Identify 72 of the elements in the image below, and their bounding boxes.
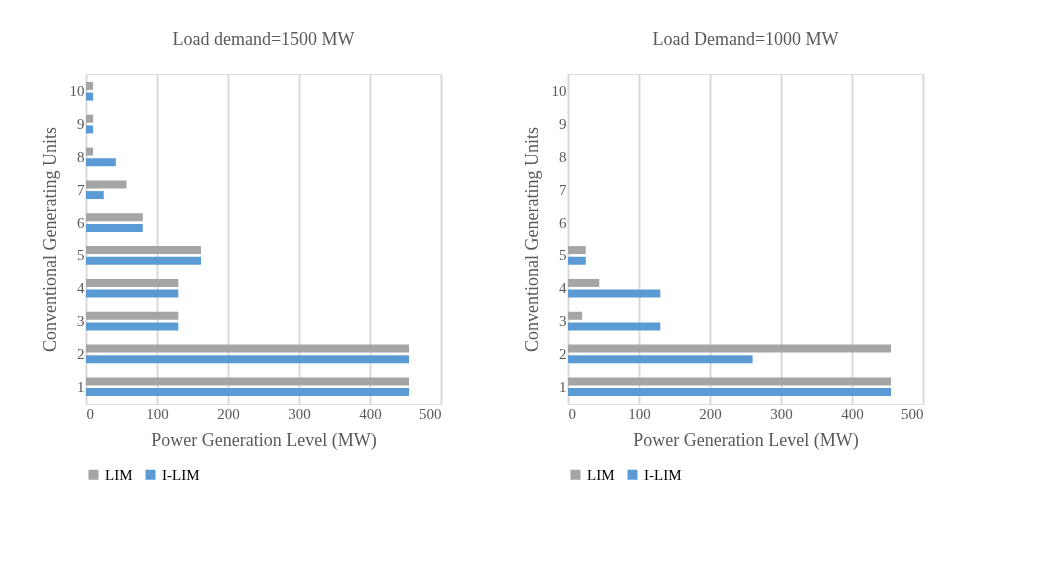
y-tick-label: 8 (559, 148, 567, 165)
y-tick-label: 4 (77, 280, 85, 297)
x-tick-label: 500 (901, 405, 924, 422)
x-tick-label: 300 (770, 405, 793, 422)
bar (568, 377, 892, 386)
bar (86, 289, 179, 298)
x-tick-label: 0 (568, 405, 576, 422)
y-tick-label: 2 (77, 345, 85, 362)
bar (86, 92, 94, 101)
bar (86, 147, 94, 156)
bar (86, 114, 94, 123)
y-tick-label: 5 (559, 247, 567, 264)
y-tick-label: 7 (559, 181, 567, 198)
bar (86, 278, 179, 287)
bar (86, 81, 94, 90)
bar (86, 256, 202, 265)
legend-label: I-LIM (162, 466, 200, 483)
x-axis-title: Power Generation Level (MW) (633, 429, 859, 451)
x-tick-label: 200 (699, 405, 722, 422)
y-tick-label: 1 (559, 378, 567, 395)
bar (568, 256, 586, 265)
bar (86, 191, 104, 200)
x-tick-label: 100 (628, 405, 651, 422)
legend-label: LIM (587, 466, 615, 483)
y-tick-label: 8 (77, 148, 85, 165)
bar (86, 388, 410, 397)
y-tick-label: 7 (77, 181, 85, 198)
bar (86, 322, 179, 331)
bar (568, 344, 892, 353)
legend-label: LIM (105, 466, 133, 483)
bar (86, 223, 143, 232)
y-tick-label: 2 (559, 345, 567, 362)
x-tick-label: 200 (217, 405, 240, 422)
bar (86, 344, 410, 353)
x-tick-label: 400 (359, 405, 382, 422)
bar (568, 289, 661, 298)
y-tick-label: 10 (69, 83, 85, 100)
bar (86, 355, 410, 364)
bar (86, 180, 127, 189)
bar (568, 388, 892, 397)
bar (568, 322, 661, 331)
y-tick-label: 9 (559, 116, 567, 133)
chart-title: Load demand=1500 MW (172, 29, 355, 49)
bar (86, 213, 143, 222)
chart-title: Load Demand=1000 MW (652, 29, 839, 49)
x-tick-label: 300 (288, 405, 311, 422)
bar (86, 246, 202, 255)
bar (86, 377, 410, 386)
bar (568, 246, 586, 255)
y-tick-label: 6 (77, 214, 85, 231)
y-axis-title: Conventional Generating Units (39, 127, 60, 352)
legend-label: I-LIM (644, 466, 682, 483)
bar (568, 278, 600, 287)
x-tick-label: 100 (146, 405, 169, 422)
bar (86, 125, 94, 134)
bar (86, 311, 179, 320)
x-tick-label: 0 (86, 405, 94, 422)
bar (568, 311, 583, 320)
y-tick-label: 3 (77, 313, 85, 330)
y-tick-label: 3 (559, 313, 567, 330)
y-axis-title: Conventional Generating Units (521, 127, 542, 352)
y-tick-label: 9 (77, 116, 85, 133)
x-axis-title: Power Generation Level (MW) (151, 429, 377, 451)
y-tick-label: 10 (551, 83, 567, 100)
y-tick-label: 4 (559, 280, 567, 297)
x-tick-label: 500 (419, 405, 442, 422)
x-tick-label: 400 (841, 405, 864, 422)
y-tick-label: 1 (77, 378, 85, 395)
y-tick-label: 5 (77, 247, 85, 264)
bar (568, 355, 753, 364)
bar (86, 158, 116, 167)
y-tick-label: 6 (559, 214, 567, 231)
